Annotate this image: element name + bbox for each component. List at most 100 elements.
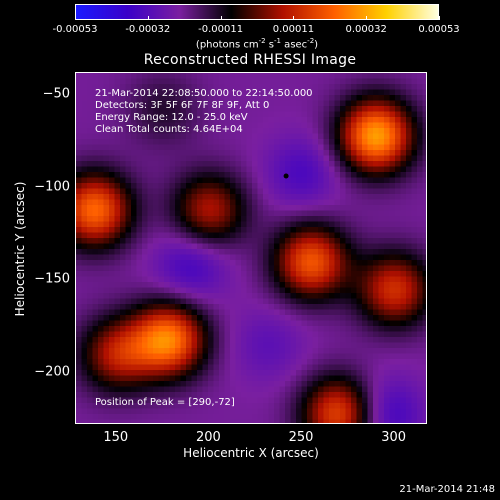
- heatmap-cell: [400, 111, 407, 118]
- heatmap-cell: [109, 73, 115, 79]
- heatmap-cell: [164, 161, 170, 167]
- heatmap-cell: [268, 243, 275, 250]
- heatmap-cell: [246, 375, 253, 382]
- info-energy-range: Energy Range: 12.0 - 25.0 keV: [95, 112, 248, 123]
- heatmap-cell: [92, 243, 99, 250]
- heatmap-cell: [351, 100, 357, 107]
- heatmap-cell: [296, 111, 302, 118]
- heatmap-cell: [422, 342, 426, 349]
- heatmap-cell: [136, 320, 143, 327]
- heatmap-cell: [257, 238, 264, 244]
- heatmap-cell: [164, 227, 170, 233]
- heatmap-cell: [395, 370, 401, 376]
- heatmap-cell: [246, 337, 253, 343]
- heatmap-cell: [257, 386, 264, 393]
- heatmap-cell: [125, 95, 132, 101]
- heatmap-cell: [340, 414, 346, 420]
- heatmap-cell: [411, 188, 418, 195]
- heatmap-cell: [411, 166, 418, 173]
- heatmap-cell: [323, 210, 330, 217]
- heatmap-cell: [296, 205, 302, 211]
- heatmap-cell: [345, 419, 352, 423]
- heatmap-cell: [345, 73, 352, 79]
- heatmap-cell: [384, 150, 390, 156]
- heatmap-cell: [389, 128, 396, 134]
- heatmap-cell: [147, 254, 154, 261]
- heatmap-cell: [296, 139, 302, 145]
- heatmap-cell: [147, 320, 154, 327]
- heatmap-cell: [323, 133, 330, 140]
- heatmap-cell: [334, 128, 341, 134]
- heatmap-cell: [224, 276, 231, 283]
- heatmap-cell: [301, 414, 308, 420]
- heatmap-cell: [92, 326, 99, 332]
- heatmap-cell: [125, 282, 132, 288]
- heatmap-cell: [131, 183, 137, 189]
- heatmap-cell: [109, 326, 115, 332]
- heatmap-cell: [92, 260, 99, 266]
- heatmap-cell: [296, 210, 302, 217]
- heatmap-cell: [180, 370, 187, 376]
- heatmap-cell: [191, 128, 198, 134]
- heatmap-cell: [356, 183, 363, 189]
- heatmap-cell: [400, 304, 407, 310]
- heatmap-cell: [257, 232, 264, 239]
- heatmap-cell: [356, 78, 363, 85]
- heatmap-cell: [241, 375, 247, 382]
- heatmap-cell: [263, 144, 269, 151]
- heatmap-cell: [202, 155, 209, 162]
- heatmap-cell: [208, 386, 214, 393]
- heatmap-cell: [334, 364, 341, 371]
- heatmap-cell: [180, 232, 187, 239]
- heatmap-cell: [230, 172, 236, 178]
- heatmap-cell: [395, 238, 401, 244]
- heatmap-cell: [142, 172, 148, 178]
- heatmap-cell: [81, 183, 88, 189]
- heatmap-cell: [87, 183, 93, 189]
- heatmap-cell: [114, 271, 121, 277]
- heatmap-cell: [378, 210, 385, 217]
- heatmap-cell: [351, 419, 357, 423]
- heatmap-cell: [142, 221, 148, 228]
- heatmap-cell: [378, 227, 385, 233]
- heatmap-cell: [301, 359, 308, 365]
- heatmap-cell: [186, 150, 192, 156]
- heatmap-cell: [246, 298, 253, 305]
- heatmap-cell: [164, 331, 170, 338]
- heatmap-cell: [158, 298, 165, 305]
- heatmap-cell: [98, 172, 104, 178]
- heatmap-cell: [417, 265, 423, 272]
- heatmap-cell: [158, 419, 165, 423]
- heatmap-cell: [76, 210, 82, 217]
- heatmap-cell: [81, 392, 88, 398]
- heatmap-cell: [395, 403, 401, 409]
- heatmap-cell: [153, 309, 159, 316]
- heatmap-cell: [98, 139, 104, 145]
- heatmap-cell: [235, 128, 242, 134]
- heatmap-cell: [378, 287, 385, 294]
- heatmap-cell: [153, 221, 159, 228]
- heatmap-cell: [395, 73, 401, 79]
- heatmap-cell: [367, 210, 374, 217]
- heatmap-cell: [406, 337, 412, 343]
- heatmap-cell: [213, 111, 220, 118]
- heatmap-cell: [400, 183, 407, 189]
- heatmap-cell: [76, 89, 82, 96]
- heatmap-cell: [81, 408, 88, 415]
- heatmap-cell: [411, 397, 418, 404]
- heatmap-cell: [296, 353, 302, 360]
- heatmap-cell: [395, 216, 401, 222]
- heatmap-cell: [362, 403, 368, 409]
- heatmap-cell: [274, 309, 280, 316]
- heatmap-cell: [103, 249, 110, 255]
- heatmap-cell: [406, 260, 412, 266]
- heatmap-cell: [213, 78, 220, 85]
- heatmap-cell: [417, 403, 423, 409]
- heatmap-cell: [351, 78, 357, 85]
- heatmap-cell: [169, 194, 176, 200]
- heatmap-cell: [252, 73, 258, 79]
- heatmap-cell: [98, 403, 104, 409]
- heatmap-cell: [76, 73, 82, 79]
- heatmap-cell: [252, 128, 258, 134]
- heatmap-cell: [345, 84, 352, 90]
